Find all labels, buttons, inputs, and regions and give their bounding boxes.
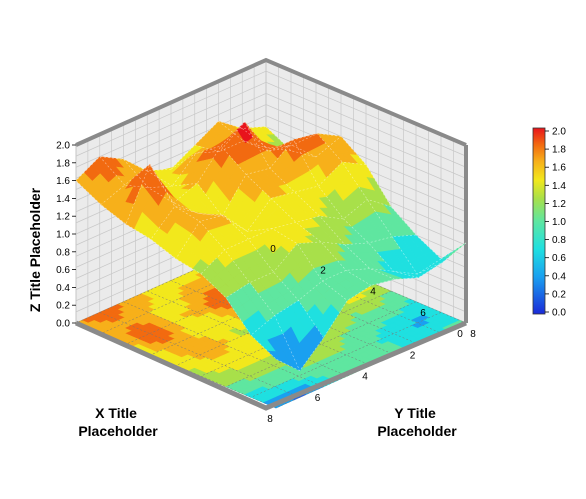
colorbar-tick-label: 0.2 xyxy=(552,289,566,300)
floor-gridline xyxy=(225,301,417,387)
z-tick-label: 0.8 xyxy=(56,247,70,258)
z-tick-label: 1.4 xyxy=(56,194,70,205)
floor-gridline xyxy=(99,312,300,398)
surface-gridline xyxy=(175,161,367,259)
floor-gridline xyxy=(250,312,442,398)
colorbar-tick-label: 0.6 xyxy=(552,253,566,264)
y-tick-label: 8 xyxy=(470,329,476,340)
floor-frame-front xyxy=(74,320,467,411)
surface-gridline xyxy=(265,126,467,260)
colorbar-tick-label: 1.8 xyxy=(552,145,566,156)
surface-gridline xyxy=(200,199,392,274)
y-tick-label: 4 xyxy=(370,287,376,298)
surface-patch xyxy=(267,350,285,364)
x-axis-title-line-2: Placeholder xyxy=(78,423,158,439)
y-tick-label: 2 xyxy=(320,265,326,276)
surface-gridline xyxy=(75,180,277,360)
surface-gridline xyxy=(99,156,301,371)
z-tick-label: 1.0 xyxy=(56,230,70,241)
colorbar-tick-label: 1.2 xyxy=(552,199,566,210)
colorbar-tick-label: 2.0 xyxy=(552,127,566,138)
colorbar-tick-label: 0.4 xyxy=(552,271,566,282)
x-tick-label: 4 xyxy=(362,372,368,383)
surface-gridline xyxy=(242,128,443,275)
surface-gridline xyxy=(275,242,467,372)
x-tick-label: 2 xyxy=(410,350,416,361)
surface-mesh xyxy=(75,120,467,372)
z-tick-label: 0.2 xyxy=(56,301,70,312)
floor-gridline xyxy=(125,259,317,345)
z-tick-label: 2.0 xyxy=(56,141,70,152)
z-tick-label: 0.6 xyxy=(56,265,70,276)
y-axis-ticks: 0 2 4 6 8 xyxy=(270,244,476,340)
surface-gridline xyxy=(218,121,419,278)
floor-gridline xyxy=(147,290,348,377)
x-tick-label: 0 xyxy=(457,329,463,340)
surface-gridline xyxy=(100,140,292,205)
y-tick-label: 0 xyxy=(270,244,276,255)
y-tick-label: 6 xyxy=(420,308,426,319)
surface-gridline xyxy=(150,133,342,240)
x-axis-ticks: 0 2 4 6 8 xyxy=(267,329,463,425)
colorbar-tick-label: 1.6 xyxy=(552,163,566,174)
floor-gridline xyxy=(100,248,292,334)
y-axis-title-line-2: Placeholder xyxy=(377,423,457,439)
z-tick-label: 1.2 xyxy=(56,212,70,223)
z-tick-label: 0.0 xyxy=(56,319,70,330)
x-axis-title-line-1: X Title xyxy=(95,405,137,421)
y-axis-title: Y Title Placeholder xyxy=(377,405,457,439)
z-tick-label: 1.8 xyxy=(56,158,70,169)
surface-gridline xyxy=(225,234,417,299)
z-axis-ticks: 0.0 0.2 0.4 0.6 0.8 1.0 1.2 1.4 1.6 1.8 2.0 xyxy=(56,141,76,330)
y-axis-title-line-1: Y Title xyxy=(394,405,436,421)
colorbar-tick-label: 0.0 xyxy=(552,308,566,319)
colorbar-ticks: 2.0 1.8 1.6 1.4 1.2 1.0 0.8 0.6 0.4 0.2 0.0 xyxy=(545,127,566,319)
z-tick-label: 1.6 xyxy=(56,176,70,187)
x-tick-label: 6 xyxy=(315,393,321,404)
z-tick-label: 0.4 xyxy=(56,283,70,294)
x-axis-title: X Title Placeholder xyxy=(78,405,158,439)
colorbar-gradient xyxy=(532,127,546,315)
floor-gridline xyxy=(123,301,324,387)
colorbar-legend: 2.0 1.8 1.6 1.4 1.2 1.0 0.8 0.6 0.4 0.2 0.0 xyxy=(532,127,566,319)
colorbar-tick-label: 1.0 xyxy=(552,217,566,228)
colorbar-tick-label: 0.8 xyxy=(552,235,566,246)
surface-gridline xyxy=(250,258,442,336)
x-tick-label: 8 xyxy=(267,414,273,425)
z-axis-title: Z Title Placeholder xyxy=(27,187,43,312)
surface-gridline xyxy=(170,145,372,286)
surface-gridline xyxy=(123,159,324,338)
wall-frame-top xyxy=(75,57,467,147)
surface-gridline xyxy=(147,170,348,301)
colorbar-tick-label: 1.4 xyxy=(552,181,566,192)
